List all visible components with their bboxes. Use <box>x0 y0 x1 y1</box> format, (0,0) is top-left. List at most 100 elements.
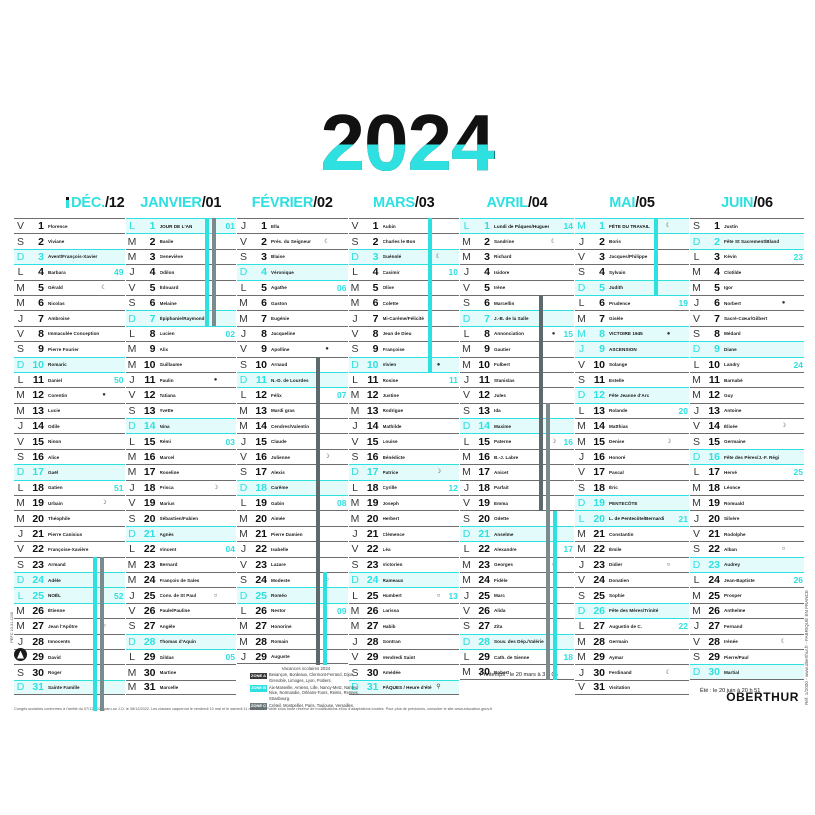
day-row[interactable]: M 27 Habib <box>348 618 459 633</box>
day-row[interactable]: M 29 Aymar <box>575 648 689 664</box>
day-row[interactable]: M 13 Mardi gras <box>237 402 348 418</box>
day-row[interactable]: L 1 Lundi de Pâques/Hugues 14 <box>460 218 574 234</box>
day-row[interactable]: J 2 Boris <box>575 233 689 248</box>
day-row[interactable]: D 10 Vivien ● <box>348 356 459 372</box>
day-row[interactable]: D 14 Nina <box>125 418 236 434</box>
day-row[interactable]: V 28 Irénée ☾ <box>690 633 804 649</box>
day-row[interactable]: L 24 Jean-Baptiste 26 <box>690 571 804 587</box>
day-row[interactable]: S 20 Sébastien/Fabien <box>125 510 236 525</box>
day-row[interactable]: L 22 Alexandre 17 <box>460 541 574 556</box>
day-row[interactable]: S 6 Melaine <box>125 294 236 310</box>
day-row[interactable]: L 29 Cath. de Sienne 18 <box>460 648 574 664</box>
day-row[interactable]: S 6 Marcellin <box>460 294 574 310</box>
day-row[interactable]: J 18 Parfait <box>460 479 574 495</box>
day-row[interactable]: V 1 Florence <box>14 218 125 233</box>
day-row[interactable]: M 11 Barnabé <box>690 371 804 387</box>
day-row[interactable]: S 11 Estelle <box>575 371 689 387</box>
day-row[interactable]: S 23 Victorien <box>348 556 459 572</box>
day-row[interactable]: J 4 Isidore <box>460 264 574 279</box>
day-row[interactable]: V 8 Jean de Dieu <box>348 325 459 341</box>
day-row[interactable]: L 27 Augustin de C. 22 <box>575 618 689 633</box>
day-row[interactable]: M 8 VICTOIRE 1945 ● <box>575 325 689 342</box>
day-row[interactable]: L 18 Cyrille 12 <box>348 479 459 495</box>
day-row[interactable]: D 18 Carême <box>237 479 348 496</box>
day-row[interactable]: D 24 Adèle <box>14 571 125 588</box>
day-row[interactable]: S 27 Angèle <box>125 618 236 633</box>
day-row[interactable]: V 24 Donatien <box>575 571 689 587</box>
day-row[interactable]: V 19 Emma <box>460 495 574 510</box>
day-row[interactable]: L 19 Gabin 08 <box>237 495 348 510</box>
day-row[interactable]: M 13 Rodrigue <box>348 402 459 418</box>
day-row[interactable]: J 30 Ferdinand ☾ <box>575 664 689 679</box>
day-row[interactable]: V 8 Immaculée Conception <box>14 325 125 341</box>
day-row[interactable]: M 7 Eugénie <box>237 310 348 325</box>
day-row[interactable]: S 9 Françoise <box>348 341 459 356</box>
day-row[interactable]: D 5 Judith <box>575 279 689 295</box>
day-row[interactable]: V 5 Édouard <box>125 279 236 295</box>
day-row[interactable]: M 14 Matthias <box>575 418 689 433</box>
day-row[interactable]: M 17 Anicet <box>460 464 574 479</box>
day-row[interactable]: L 4 Casimir 10 <box>348 264 459 279</box>
day-row[interactable]: V 26 Paule/Pauline <box>125 602 236 618</box>
day-row[interactable]: D 19 PENTECÔTE <box>575 495 689 511</box>
day-row[interactable]: L 8 Annonciation ● 15 <box>460 325 574 341</box>
day-row[interactable]: M 31 Marcelle <box>125 679 236 696</box>
day-row[interactable]: J 8 Jacqueline <box>237 325 348 341</box>
day-row[interactable]: M 4 Clotilde <box>690 264 804 279</box>
day-row[interactable]: J 6 Norbert ● <box>690 294 804 310</box>
day-row[interactable]: D 17 Gaël <box>14 464 125 480</box>
day-row[interactable]: L 13 Rolande 20 <box>575 402 689 418</box>
day-row[interactable]: D 12 Fête Jeanne d'Arc <box>575 387 689 403</box>
day-row[interactable]: S 13 Yvette <box>125 402 236 418</box>
day-row[interactable]: J 9 ASCENSION <box>575 341 689 357</box>
day-row[interactable]: L 3 Kévin 23 <box>690 248 804 264</box>
day-row[interactable]: D 3 Guénolé ☾ <box>348 248 459 265</box>
day-row[interactable]: M 9 Gautier <box>460 341 574 356</box>
day-row[interactable]: M 15 Denise ☽ <box>575 433 689 448</box>
day-row[interactable]: M 2 Sandrine ☾ <box>460 233 574 248</box>
day-row[interactable]: L 17 Hervé 25 <box>690 464 804 479</box>
day-row[interactable]: M 7 Gisèle <box>575 310 689 325</box>
day-row[interactable]: V 12 Tatiana <box>125 387 236 402</box>
day-row[interactable]: M 19 Romuald <box>690 495 804 510</box>
day-row[interactable]: V 22 Françoise-Xavière <box>14 541 125 556</box>
day-row[interactable]: J 25 Marc <box>460 587 574 602</box>
day-row[interactable]: M 6 Colette <box>348 294 459 310</box>
day-row[interactable]: V 16 Julienne ☽ <box>237 448 348 464</box>
day-row[interactable]: L 25 Humbert ○ 13 <box>348 587 459 602</box>
day-row[interactable]: M 3 Richard <box>460 248 574 264</box>
day-row[interactable]: J 25 Conv. de St Paul ○ <box>125 587 236 602</box>
day-row[interactable]: V 5 Irène <box>460 279 574 295</box>
day-row[interactable]: J 7 Mi-Carême/Félicité <box>348 310 459 325</box>
day-row[interactable]: V 23 Lazare <box>237 556 348 572</box>
day-row[interactable]: S 16 Bénédicte <box>348 448 459 464</box>
day-row[interactable]: V 1 Aubin <box>348 218 459 233</box>
day-row[interactable]: J 14 Mathilde <box>348 418 459 433</box>
day-row[interactable]: L 18 Gatien 51 <box>14 479 125 495</box>
day-row[interactable]: S 13 Ida <box>460 402 574 418</box>
day-row[interactable]: V 26 Alida <box>460 602 574 618</box>
day-row[interactable]: M 16 Marcel <box>125 448 236 464</box>
day-row[interactable]: V 31 Visitation <box>575 679 689 696</box>
day-row[interactable]: S 8 Médard <box>690 325 804 341</box>
day-row[interactable]: S 15 Germaine <box>690 433 804 448</box>
day-row[interactable]: M 24 François de Sales <box>125 571 236 587</box>
day-row[interactable]: M 6 Nicolas <box>14 294 125 310</box>
day-row[interactable]: S 17 Alexis <box>237 464 348 479</box>
day-row[interactable]: V 17 Pascal <box>575 464 689 479</box>
day-row[interactable]: L 12 Félix 07 <box>237 387 348 402</box>
day-row[interactable]: D 11 N.-D. de Lourdes <box>237 371 348 388</box>
day-row[interactable]: V 10 Solange <box>575 356 689 372</box>
day-row[interactable]: J 23 Didier ○ <box>575 556 689 572</box>
day-row[interactable]: M 20 Aimée <box>237 510 348 525</box>
day-row[interactable]: J 29 Auguste <box>237 648 348 665</box>
day-row[interactable]: M 30 Martine <box>125 664 236 679</box>
day-row[interactable]: D 7 J.-B. de la Salle <box>460 310 574 326</box>
day-row[interactable]: M 30 Robert <box>460 664 574 680</box>
day-row[interactable]: M 13 Lucie <box>14 402 125 418</box>
day-row[interactable]: S 29 Pierre/Paul <box>690 648 804 664</box>
day-row[interactable]: L 8 Lucien 02 <box>125 325 236 341</box>
day-row[interactable]: L 15 Rémi 03 <box>125 433 236 448</box>
day-row[interactable]: J 1 Ella <box>237 218 348 233</box>
day-row[interactable]: M 9 Alix <box>125 341 236 356</box>
